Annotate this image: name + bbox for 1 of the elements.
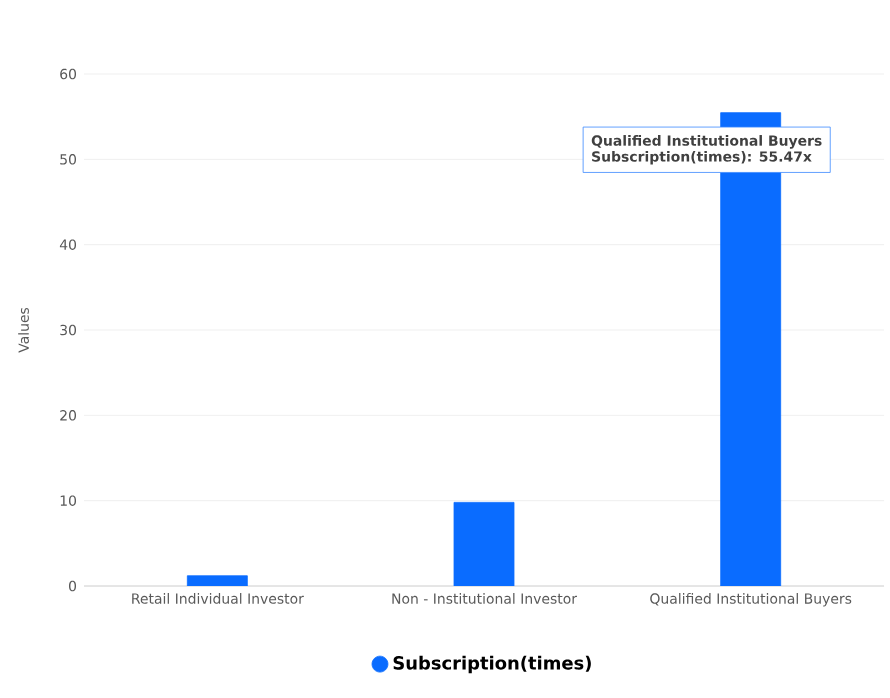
legend-label: Subscription(times) <box>393 655 591 674</box>
